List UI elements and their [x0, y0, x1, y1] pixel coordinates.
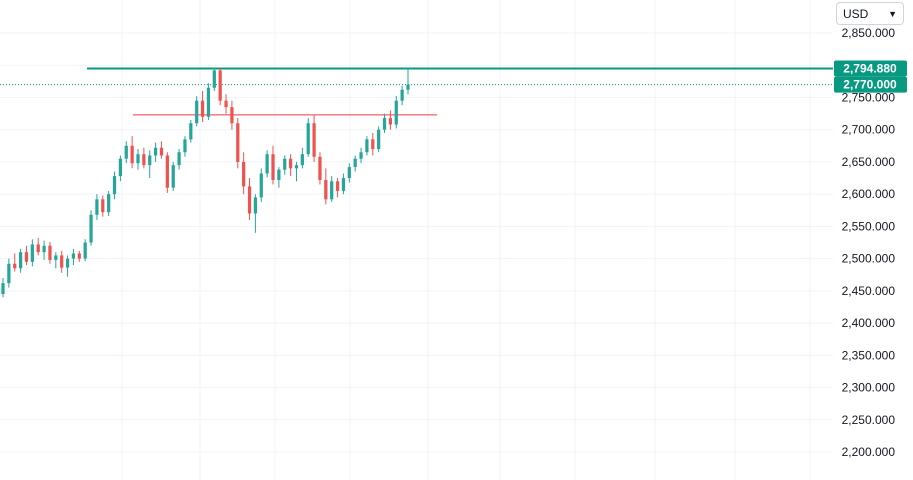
- candle-body: [365, 139, 369, 153]
- candle-body: [318, 156, 322, 180]
- price-tick-label: 2,600.000: [842, 187, 896, 201]
- candle-body: [77, 253, 81, 259]
- horizontal-levels: [0, 67, 833, 116]
- price-tick-label: 2,250.000: [842, 413, 896, 427]
- candle-body: [195, 100, 199, 124]
- candle-body: [153, 147, 158, 156]
- candle-body: [171, 165, 175, 188]
- candle-body: [136, 154, 140, 164]
- candle-body: [253, 197, 258, 214]
- candle-body: [335, 181, 340, 191]
- candle-body: [130, 145, 134, 164]
- candle-body: [330, 181, 334, 200]
- candle-body: [30, 244, 34, 262]
- candlestick-series: [1, 67, 410, 298]
- candle-body: [165, 155, 169, 188]
- candle-body: [189, 123, 193, 140]
- price-tick-label: 2,400.000: [842, 316, 896, 330]
- candle-body: [83, 242, 87, 259]
- candle-body: [359, 152, 363, 159]
- candle-body: [48, 245, 52, 260]
- candle-body: [18, 252, 23, 269]
- candle-body: [300, 154, 304, 166]
- price-tick-label: 2,450.000: [842, 284, 896, 298]
- candle-body: [118, 158, 123, 177]
- candle-body: [95, 199, 99, 215]
- candle-body: [183, 139, 187, 153]
- price-tick-label: 2,550.000: [842, 219, 896, 233]
- candle-body: [230, 107, 234, 124]
- candle-body: [283, 158, 287, 170]
- candle-body: [7, 263, 11, 284]
- candle-body: [224, 100, 228, 108]
- currency-value: USD: [843, 6, 869, 21]
- candle-body: [218, 70, 222, 101]
- candle-body: [277, 169, 281, 180]
- candle-body: [242, 161, 246, 187]
- candle-body: [271, 154, 275, 180]
- candle-body: [142, 154, 146, 166]
- candle-body: [101, 199, 105, 213]
- candle-body: [24, 252, 29, 262]
- candle-body: [406, 84, 410, 90]
- candle-body: [236, 123, 240, 162]
- candle-body: [60, 255, 64, 268]
- candle-body: [65, 258, 70, 268]
- price-tick-label: 2,200.000: [842, 445, 896, 459]
- candle-body: [42, 245, 46, 253]
- chevron-down-icon: ▼: [888, 8, 897, 19]
- currency-selector[interactable]: USD ▼: [836, 2, 904, 25]
- candle-body: [371, 139, 375, 150]
- price-tick-label: 2,700.000: [842, 123, 896, 137]
- candle-body: [382, 118, 387, 130]
- price-label-text: 2,794.880: [843, 62, 897, 76]
- candle-body: [400, 89, 404, 101]
- price-label-box: [834, 60, 907, 77]
- candle-body: [206, 87, 211, 117]
- candle-body: [107, 194, 111, 213]
- price-labels: 2,794.880 2,770.000: [834, 60, 907, 93]
- candle-body: [200, 100, 205, 117]
- candle-body: [341, 178, 346, 191]
- candle-body: [54, 255, 58, 260]
- candle-body: [212, 70, 216, 88]
- price-tick-label: 2,350.000: [842, 348, 896, 362]
- candle-body: [177, 152, 181, 166]
- candle-body: [353, 158, 357, 168]
- candle-body: [294, 165, 299, 169]
- candle-body: [112, 176, 117, 195]
- price-label-box: [834, 76, 907, 93]
- price-label-text: 2,770.000: [843, 78, 897, 92]
- price-tick-label: 2,500.000: [842, 252, 896, 266]
- price-tick-label: 2,650.000: [842, 155, 896, 169]
- candle-body: [265, 154, 269, 174]
- candle-body: [148, 155, 152, 166]
- candle-body: [247, 186, 252, 214]
- candle-body: [288, 158, 293, 169]
- price-tick-label: 2,300.000: [842, 381, 896, 395]
- price-tick-label: 2,750.000: [842, 90, 896, 104]
- candle-body: [159, 147, 164, 156]
- candle-body: [36, 244, 40, 253]
- candle-body: [306, 123, 310, 155]
- candle-body: [388, 118, 393, 125]
- candle-body: [13, 263, 17, 269]
- price-tick-label: 2,850.000: [842, 26, 896, 40]
- candle-body: [259, 173, 263, 198]
- horizontal-gridlines: [0, 32, 833, 453]
- candle-body: [71, 253, 76, 259]
- candle-body: [394, 100, 398, 125]
- candle-body: [377, 129, 381, 150]
- candle-body: [347, 167, 351, 179]
- candle-body: [1, 283, 5, 295]
- candle-body: [324, 179, 328, 200]
- candle-body: [124, 145, 128, 159]
- candle-body: [89, 214, 93, 243]
- candle-body: [312, 123, 316, 157]
- vertical-gridlines: [121, 0, 811, 480]
